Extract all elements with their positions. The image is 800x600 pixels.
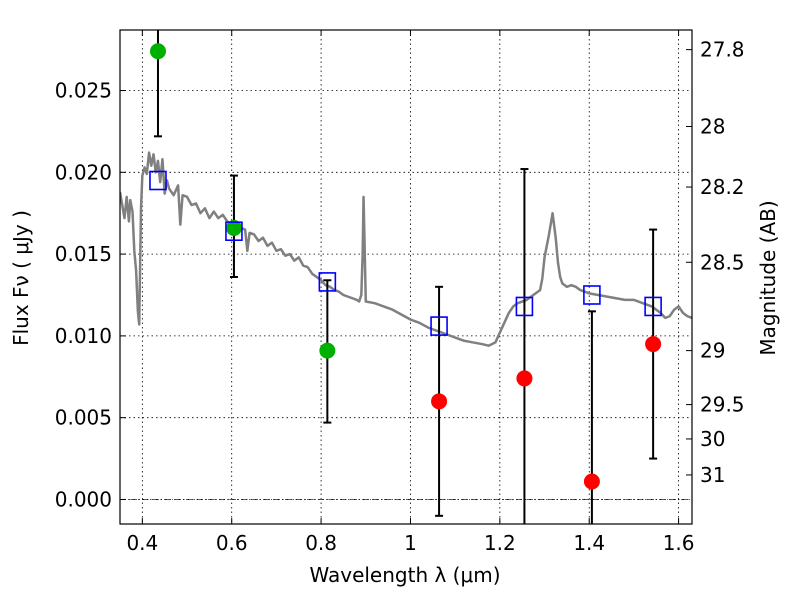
photometry-points xyxy=(149,43,662,490)
model-square xyxy=(515,296,534,317)
x-tick-label: 0.4 xyxy=(126,531,158,555)
model-square xyxy=(318,272,337,292)
right-axis-title: Magnitude (AB) xyxy=(756,200,780,355)
x-axis-ticks: 0.4 0.6 0.8 1 1.2 1.4 1.6 xyxy=(126,30,695,555)
x-tick-label: 1.2 xyxy=(484,531,516,555)
right-tick-label: 27.8 xyxy=(700,38,745,62)
grid xyxy=(120,30,692,524)
model-square xyxy=(430,316,448,336)
flux-point xyxy=(516,370,533,387)
right-tick-label: 31 xyxy=(700,463,725,487)
right-tick-label: 29.5 xyxy=(700,393,745,417)
model-square xyxy=(644,296,662,317)
model-square xyxy=(225,221,243,241)
x-tick-label: 1.6 xyxy=(663,531,695,555)
flux-point xyxy=(645,336,662,353)
flux-point xyxy=(431,393,448,410)
y-tick-label: 0.025 xyxy=(55,79,112,103)
flux-point xyxy=(583,473,600,490)
right-tick-label: 28 xyxy=(700,115,725,139)
right-tick-label: 28.5 xyxy=(700,250,745,274)
y-tick-label: 0.020 xyxy=(55,160,112,184)
sed-line xyxy=(120,151,692,347)
y-axis-title: Flux Fν ( μJy ) xyxy=(9,210,33,346)
x-tick-label: 0.8 xyxy=(305,531,337,555)
right-axis-ticks: 27.8 28 28.2 28.5 29 29.5 30 31 xyxy=(686,38,745,487)
flux-point xyxy=(319,342,336,359)
y-tick-label: 0.010 xyxy=(55,324,112,348)
flux-point xyxy=(225,219,242,236)
right-tick-label: 28.2 xyxy=(700,175,745,199)
x-tick-label: 1 xyxy=(404,531,417,555)
right-tick-label: 29 xyxy=(700,339,725,363)
x-tick-label: 0.6 xyxy=(216,531,248,555)
x-axis-title: Wavelength λ (μm) xyxy=(309,563,500,587)
y-tick-label: 0.005 xyxy=(55,406,112,430)
y-tick-label: 0.000 xyxy=(55,487,112,511)
y-tick-label: 0.015 xyxy=(55,242,112,266)
x-tick-label: 1.4 xyxy=(573,531,605,555)
error-bars xyxy=(153,30,658,524)
plot-frame xyxy=(119,29,693,525)
y-axis-ticks: 0.000 0.005 0.010 0.015 0.020 0.025 xyxy=(55,79,126,511)
right-tick-label: 30 xyxy=(700,427,725,451)
flux-point xyxy=(149,43,166,60)
sed-template-line xyxy=(120,151,692,347)
model-photometry-squares xyxy=(149,170,662,336)
model-square xyxy=(149,170,167,191)
model-square xyxy=(583,285,601,305)
